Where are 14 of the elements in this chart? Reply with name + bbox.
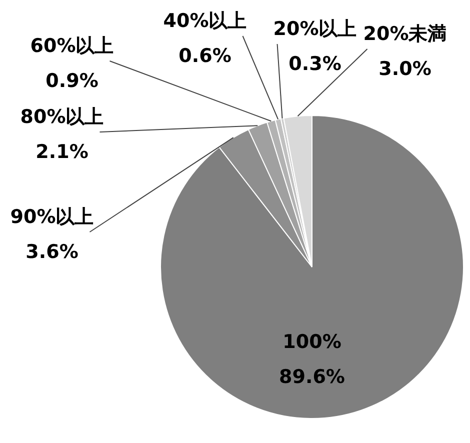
slice-label: 40%以上 [163,10,247,32]
slice-label: 100% [282,330,342,353]
data-label: 89.6% [279,366,345,388]
data-label: 2.1% [36,140,88,163]
slice-label: 90%以上 [10,206,94,228]
slice-label: 60%以上 [30,34,114,57]
slice-label: 20%以上 [273,18,357,40]
slice-label: 80%以上 [20,106,104,128]
data-label: 0.6% [178,44,232,67]
data-label: 3.6% [26,240,78,263]
data-label: 3.0% [378,58,432,80]
data-label: 0.3% [288,52,342,75]
slice-label: 20%未満 [363,22,447,45]
data-label: 0.9% [46,70,98,92]
